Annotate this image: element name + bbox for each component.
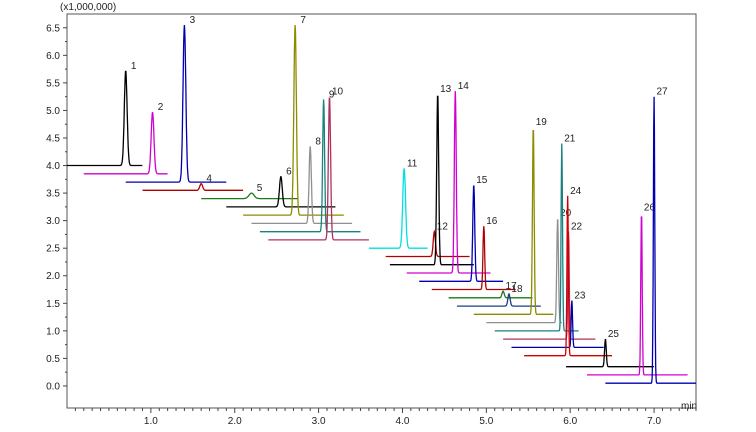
- trace-1: [67, 70, 143, 167]
- peak-label-7: 7: [300, 15, 306, 26]
- trace-6: [226, 176, 336, 208]
- y-tick-label: 2.5: [46, 244, 60, 255]
- y-scale-label: (x1,000,000): [60, 2, 117, 13]
- trace-24: [524, 195, 612, 357]
- trace-15: [419, 185, 504, 282]
- trace-26: [587, 216, 688, 376]
- y-tick-label: 0.0: [46, 381, 60, 392]
- peak-label-1: 1: [131, 61, 137, 72]
- peak-label-21: 21: [564, 133, 576, 144]
- trace-4: [142, 182, 244, 191]
- trace-13: [389, 95, 474, 266]
- trace-16: [431, 226, 516, 291]
- peak-label-24: 24: [570, 186, 582, 197]
- trace-3: [125, 24, 227, 183]
- plot-frame: [66, 13, 697, 409]
- peak-label-20: 20: [560, 208, 572, 219]
- peak-label-18: 18: [511, 284, 523, 295]
- x-tick-label: 1.0: [144, 416, 158, 427]
- trace-22: [503, 231, 596, 340]
- peak-label-5: 5: [257, 183, 263, 194]
- trace-12: [385, 229, 470, 258]
- y-tick-label: 6.5: [46, 23, 60, 34]
- y-tick-label: 5.0: [46, 106, 60, 117]
- peak-label-27: 27: [657, 87, 669, 98]
- x-tick-label: 3.0: [312, 416, 326, 427]
- y-tick-label: 4.0: [46, 161, 60, 172]
- peak-label-25: 25: [608, 329, 620, 340]
- peak-label-13: 13: [440, 84, 452, 95]
- y-tick-label: 1.0: [46, 326, 60, 337]
- trace-20: [486, 219, 562, 324]
- peak-label-4: 4: [206, 174, 212, 185]
- x-tick-label: 7.0: [647, 416, 661, 427]
- peak-label-9: 9: [329, 89, 335, 100]
- x-unit-label: min: [681, 401, 698, 412]
- x-tick-label: 5.0: [479, 416, 493, 427]
- peak-label-3: 3: [190, 15, 196, 26]
- y-tick-label: 0.5: [46, 354, 60, 365]
- trace-10: [268, 97, 369, 241]
- y-tick-label: 3.0: [46, 216, 60, 227]
- peak-label-26: 26: [644, 202, 656, 213]
- x-tick-label: 2.0: [228, 416, 242, 427]
- peak-label-12: 12: [437, 222, 449, 233]
- peak-label-15: 15: [476, 175, 488, 186]
- y-tick-label: 5.5: [46, 78, 60, 89]
- peak-label-2: 2: [158, 102, 164, 113]
- trace-5: [201, 192, 298, 200]
- trace-9: [259, 99, 361, 233]
- trace-17: [448, 290, 533, 299]
- y-tick-label: 1.5: [46, 299, 60, 310]
- peak-label-16: 16: [486, 216, 498, 227]
- y-tick-label: 4.5: [46, 133, 60, 144]
- trace-27: [605, 96, 696, 384]
- x-tick-label: 6.0: [563, 416, 577, 427]
- x-tick-label: 4.0: [396, 416, 410, 427]
- peak-label-23: 23: [574, 291, 586, 302]
- y-tick-label: 2.0: [46, 271, 60, 282]
- trace-23: [511, 300, 604, 349]
- trace-21: [494, 143, 579, 332]
- trace-19: [473, 130, 554, 315]
- trace-2: [83, 111, 168, 175]
- y-tick-label: 6.0: [46, 51, 60, 62]
- peak-label-6: 6: [286, 167, 292, 178]
- trace-11: [368, 168, 428, 249]
- peak-label-19: 19: [536, 117, 548, 128]
- peak-label-11: 11: [407, 158, 418, 169]
- peak-label-8: 8: [315, 136, 321, 147]
- peak-label-14: 14: [458, 81, 470, 92]
- peak-label-17: 17: [506, 281, 518, 292]
- trace-8: [251, 146, 353, 225]
- trace-18: [457, 292, 541, 307]
- y-tick-label: 3.5: [46, 189, 60, 200]
- peak-label-10: 10: [332, 87, 344, 98]
- peak-label-22: 22: [571, 222, 583, 233]
